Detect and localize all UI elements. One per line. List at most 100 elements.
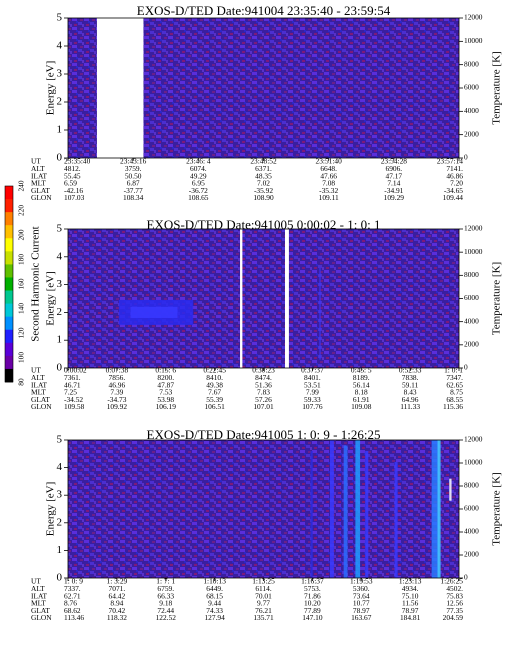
table-cell: 8.43 [404, 388, 417, 397]
table-cell: 47.66 [320, 171, 337, 180]
y-tick-label: 0 [57, 152, 63, 164]
y2-tick-label: 2000 [464, 550, 479, 559]
table-cell: 8.76 [64, 599, 77, 608]
colorbar-swatch [5, 277, 13, 291]
colorbar-tick-label: 140 [17, 303, 26, 314]
colorbar-swatch [5, 316, 13, 331]
colorbar-tick-label: 240 [17, 180, 26, 191]
table-cell: 7071. [109, 584, 126, 593]
table-cell: 23:35:40 [64, 157, 91, 166]
table-cell: 0:15: 6 [155, 366, 176, 375]
intensity-streak [355, 440, 361, 578]
table-cell: 49.38 [206, 380, 223, 389]
table-cell: 109.44 [443, 193, 464, 202]
table-cell: 0:00:02 [64, 366, 87, 375]
y2-tick-label: 0 [464, 363, 468, 372]
colorbar-swatch [5, 303, 13, 318]
spectrogram-panel: EXOS-D/TED Date:941004 23:35:40 - 23:59:… [31, 3, 503, 202]
table-cell: 8401. [304, 373, 321, 382]
panel-title: EXOS-D/TED Date:941005 0:00:02 - 1: 0: 1 [147, 217, 381, 232]
table-cell: 56.14 [353, 380, 370, 389]
table-cell: 57.26 [255, 395, 272, 404]
table-cell: 107.03 [64, 193, 85, 202]
y-tick-label: 5 [57, 12, 63, 24]
table-cell: 6371. [255, 164, 272, 173]
table-row-label: UT [31, 577, 41, 586]
table-cell: 77.89 [304, 606, 321, 615]
colorbar-swatch [5, 329, 13, 344]
table-cell: 3759. [125, 164, 142, 173]
table-row-label: ILAT [31, 171, 47, 180]
y-tick-label: 3 [57, 68, 63, 80]
table-row-label: MLT [31, 599, 46, 608]
table-cell: 75.83 [446, 591, 463, 600]
panels: EXOS-D/TED Date:941004 23:35:40 - 23:59:… [31, 3, 503, 622]
table-cell: 106.19 [156, 402, 177, 411]
table-cell: 46.71 [64, 380, 81, 389]
table-cell: 75.10 [402, 591, 419, 600]
table-cell: 8.75 [450, 388, 463, 397]
colorbar-swatch [5, 212, 13, 226]
colorbar-tick-label: 100 [17, 352, 26, 363]
table-cell: 107.76 [302, 402, 323, 411]
colorbar-swatch [5, 264, 13, 278]
table-row-label: UT [31, 157, 41, 166]
table-cell: 7.83 [257, 388, 270, 397]
table-cell: 7361. [64, 373, 81, 382]
table-cell: 108.65 [188, 193, 209, 202]
table-cell: 6.95 [192, 179, 205, 188]
table-cell: 0:52:33 [399, 366, 422, 375]
colorbar-swatch [5, 186, 13, 200]
table-cell: 109.92 [107, 402, 128, 411]
y-tick-label: 1 [57, 334, 63, 346]
table-cell: 1: 7: 1 [156, 577, 175, 586]
table-cell: -37.77 [124, 186, 143, 195]
y-tick-label: 4 [57, 40, 63, 52]
table-cell: 7337. [64, 584, 81, 593]
y2-tick-label: 10000 [464, 458, 483, 467]
table-cell: 55.45 [64, 171, 81, 180]
data-gap [96, 18, 144, 158]
table-cell: 64.96 [402, 395, 419, 404]
table-cell: 6114. [255, 584, 272, 593]
table-cell: 108.34 [123, 193, 144, 202]
table-cell: 49.29 [190, 171, 207, 180]
table-row-label: GLON [31, 613, 52, 622]
data-gap [285, 229, 289, 368]
table-cell: 7856. [109, 373, 126, 382]
panel-title: EXOS-D/TED Date:941005 1: 0: 9 - 1:26:25 [147, 427, 381, 442]
colorbar-label: Second Harmonic Current [30, 226, 42, 341]
table-cell: 122.52 [156, 613, 177, 622]
table-cell: 76.21 [255, 606, 272, 615]
table-cell: 1: 0: 9 [64, 577, 83, 586]
spectrogram-panel: EXOS-D/TED Date:941005 1: 0: 9 - 1:26:25… [31, 427, 503, 622]
y2-tick-label: 10000 [464, 36, 483, 45]
panel-title: EXOS-D/TED Date:941004 23:35:40 - 23:59:… [137, 3, 391, 18]
y2-axis-label: Temperature [K] [491, 51, 503, 124]
table-cell: 6.87 [127, 179, 140, 188]
table-cell: 61.91 [353, 395, 370, 404]
y-tick-label: 2 [57, 96, 63, 108]
table-cell: 23:46: 4 [186, 157, 211, 166]
table-cell: 0:07:38 [106, 366, 129, 375]
table-cell: 163.67 [351, 613, 372, 622]
colorbar-tick-label: 120 [17, 327, 26, 338]
table-cell: 6449. [206, 584, 223, 593]
intensity-streak [319, 267, 321, 360]
table-cell: 1:13:25 [252, 577, 275, 586]
table-cell: 127.94 [204, 613, 225, 622]
table-cell: 7.53 [159, 388, 172, 397]
colorbar-swatch [5, 355, 13, 370]
table-cell: 204.59 [443, 613, 464, 622]
table-cell: 0:45: 5 [351, 366, 372, 375]
table-cell: -34.73 [107, 395, 126, 404]
table-cell: 46.86 [446, 171, 463, 180]
table-cell: 135.71 [253, 613, 274, 622]
table-cell: 5753. [304, 584, 321, 593]
y-axis-label: Energy [eV] [45, 482, 57, 536]
table-cell: 59.11 [402, 380, 419, 389]
table-cell: 7.25 [64, 388, 77, 397]
colorbar-swatch [5, 225, 13, 239]
table-cell: 0:22:45 [203, 366, 226, 375]
